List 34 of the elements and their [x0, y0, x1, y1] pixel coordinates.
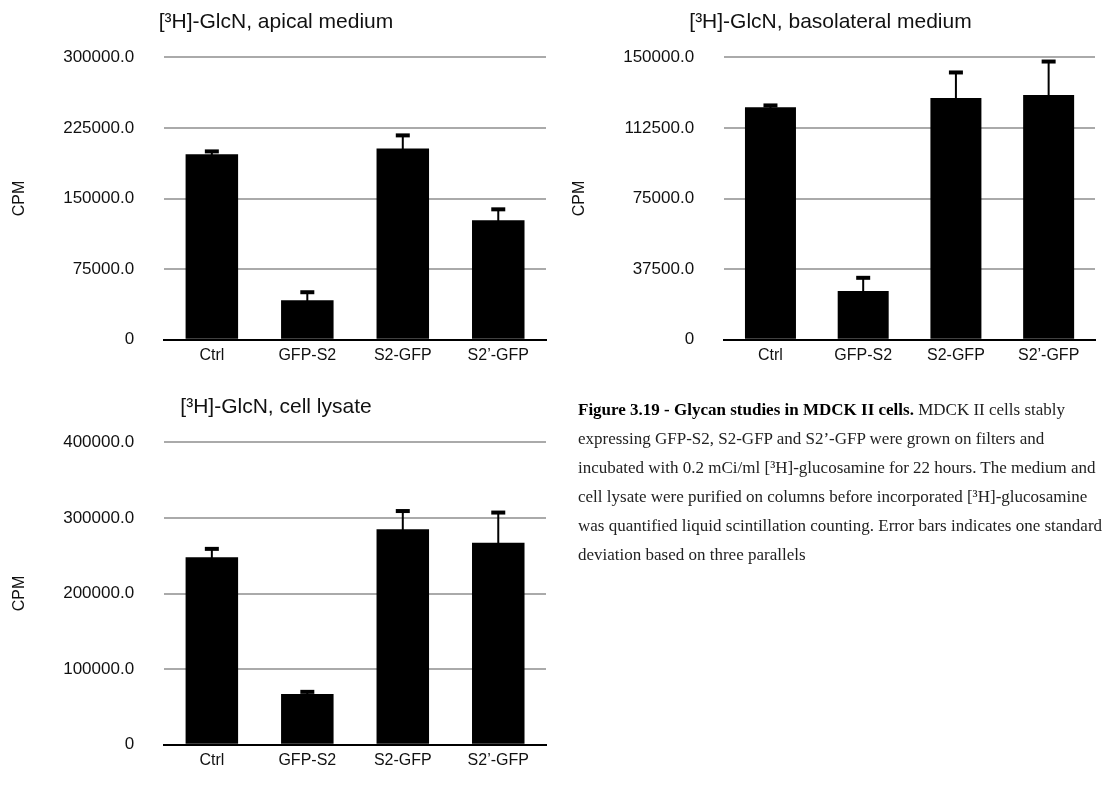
y-tick-label: 150000.0 [623, 46, 695, 66]
y-axis-title: CPM [10, 575, 28, 612]
x-tick-label: S2-GFP [373, 345, 432, 363]
y-tick-label: 0 [124, 329, 135, 349]
y-tick-label: 225000.0 [63, 117, 135, 137]
x-tick-label: Ctrl [199, 750, 225, 768]
chart-title: [³H]-GlcN, cell lysate [180, 394, 372, 418]
x-tick-label: GFP-S2 [278, 750, 337, 768]
y-tick-label: 37500.0 [632, 258, 695, 278]
x-tick-label: S2’-GFP [467, 345, 529, 363]
y-tick-label: 150000.0 [63, 188, 135, 208]
y-tick-label: 300000.0 [63, 507, 135, 527]
x-tick-label: S2’-GFP [467, 750, 529, 768]
y-tick-label: 0 [684, 329, 695, 349]
y-axis-title: CPM [570, 180, 588, 217]
y-tick-label: 75000.0 [72, 258, 135, 278]
y-tick-label: 75000.0 [632, 188, 695, 208]
x-tick-label: Ctrl [758, 345, 783, 363]
chart-title: [³H]-GlcN, basolateral medium [689, 9, 972, 33]
x-tick-label: S2’-GFP [1017, 345, 1080, 363]
y-tick-label: 0 [124, 734, 135, 754]
y-tick-label: 300000.0 [63, 46, 135, 66]
x-tick-label: Ctrl [199, 345, 225, 363]
x-tick-label: GFP-S2 [834, 345, 893, 363]
text: Figure 3.19 - Glycan studies in MDCK II cells. [578, 400, 914, 419]
y-tick-label: 100000.0 [63, 658, 135, 678]
y-tick-label: 112500.0 [624, 117, 695, 137]
chart-title: [³H]-GlcN, apical medium [158, 9, 394, 33]
x-tick-label: S2-GFP [373, 750, 432, 768]
y-tick-label: 200000.0 [63, 583, 135, 603]
x-tick-label: S2-GFP [927, 345, 985, 363]
y-axis-title: CPM [10, 180, 28, 217]
x-tick-label: GFP-S2 [278, 345, 337, 363]
y-tick-label: 400000.0 [63, 431, 135, 451]
